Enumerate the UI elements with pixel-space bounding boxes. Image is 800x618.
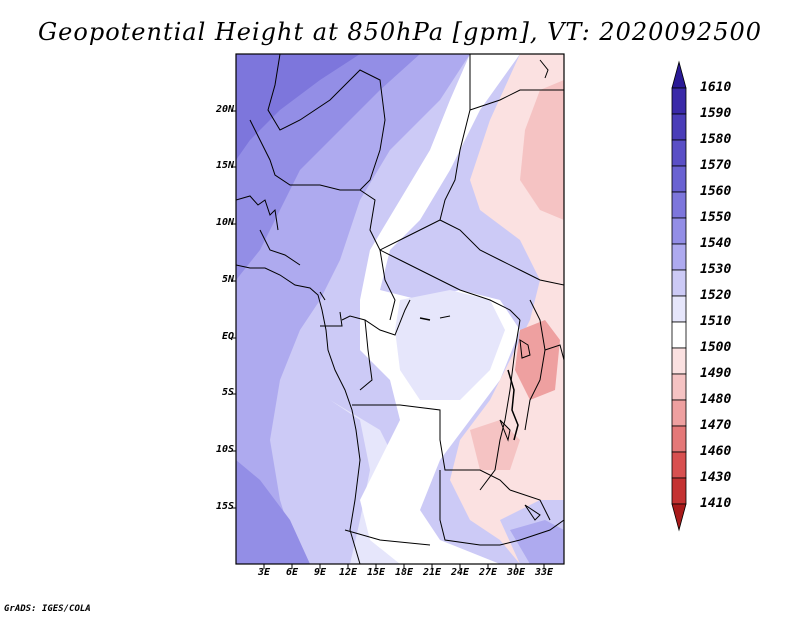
colorbar-segment bbox=[671, 399, 687, 427]
colorbar-segment bbox=[671, 425, 687, 453]
lon-label-3e: 3E bbox=[257, 567, 271, 578]
lon-label-27e: 27E bbox=[478, 567, 498, 578]
colorbar-label-1590: 1590 bbox=[700, 106, 732, 121]
lon-label-33e: 33E bbox=[534, 567, 554, 578]
colorbar-label-1570: 1570 bbox=[700, 158, 732, 173]
plot-frame bbox=[235, 53, 565, 565]
lat-label-10s: 10S bbox=[215, 444, 234, 455]
colorbar-label-1560: 1560 bbox=[700, 184, 732, 199]
lat-label-10n: 10N bbox=[215, 217, 234, 228]
boundaries bbox=[236, 54, 564, 564]
lon-label-9e: 9E bbox=[313, 567, 327, 578]
colorbar-segment bbox=[671, 217, 687, 245]
lon-ticks bbox=[263, 564, 545, 569]
lat-label-15n: 15N bbox=[215, 160, 234, 171]
colorbar bbox=[671, 60, 687, 532]
lat-label-5s: 5S bbox=[221, 387, 234, 398]
lon-label-21e: 21E bbox=[422, 567, 442, 578]
colorbar-label-1510: 1510 bbox=[700, 314, 732, 329]
colorbar-label-1480: 1480 bbox=[700, 392, 732, 407]
colorbar-label-1610: 1610 bbox=[700, 80, 732, 95]
colorbar-label-1430: 1430 bbox=[700, 470, 732, 485]
colorbar-segment bbox=[671, 243, 687, 271]
colorbar-label-1580: 1580 bbox=[700, 132, 732, 147]
colorbar-segment bbox=[671, 373, 687, 401]
colorbar-label-1500: 1500 bbox=[700, 340, 732, 355]
colorbar-segment bbox=[671, 477, 687, 505]
map-title: Geopotential Height at 850hPa [gpm], VT:… bbox=[38, 18, 762, 46]
colorbar-segment bbox=[671, 113, 687, 141]
colorbar-segment bbox=[671, 165, 687, 193]
colorbar-segment bbox=[671, 503, 687, 532]
lat-label-5n: 5N bbox=[221, 274, 234, 285]
colorbar-segment bbox=[671, 269, 687, 297]
lon-label-12e: 12E bbox=[338, 567, 358, 578]
colorbar-segment bbox=[671, 60, 687, 89]
lat-label-eq: EQ bbox=[221, 331, 234, 342]
colorbar-segment bbox=[671, 451, 687, 479]
colorbar-segment bbox=[671, 321, 687, 349]
lon-label-24e: 24E bbox=[450, 567, 470, 578]
colorbar-segment bbox=[671, 191, 687, 219]
colorbar-segment bbox=[671, 295, 687, 323]
colorbar-label-1470: 1470 bbox=[700, 418, 732, 433]
lon-label-30e: 30E bbox=[506, 567, 526, 578]
colorbar-label-1520: 1520 bbox=[700, 288, 732, 303]
lon-label-18e: 18E bbox=[394, 567, 414, 578]
colorbar-label-1460: 1460 bbox=[700, 444, 732, 459]
colorbar-label-1540: 1540 bbox=[700, 236, 732, 251]
colorbar-label-1490: 1490 bbox=[700, 366, 732, 381]
colorbar-label-1550: 1550 bbox=[700, 210, 732, 225]
colorbar-label-1530: 1530 bbox=[700, 262, 732, 277]
lat-ticks bbox=[231, 110, 236, 509]
height-field bbox=[236, 54, 564, 564]
colorbar-segment bbox=[671, 347, 687, 375]
lat-label-15s: 15S bbox=[215, 501, 234, 512]
colorbar-segment bbox=[671, 87, 687, 115]
colorbar-label-1410: 1410 bbox=[700, 496, 732, 511]
lon-label-6e: 6E bbox=[285, 567, 299, 578]
lat-label-20n: 20N bbox=[215, 104, 234, 115]
lon-label-15e: 15E bbox=[366, 567, 386, 578]
colorbar-segment bbox=[671, 139, 687, 167]
grads-credit: GrADS: IGES/COLA bbox=[4, 604, 91, 614]
